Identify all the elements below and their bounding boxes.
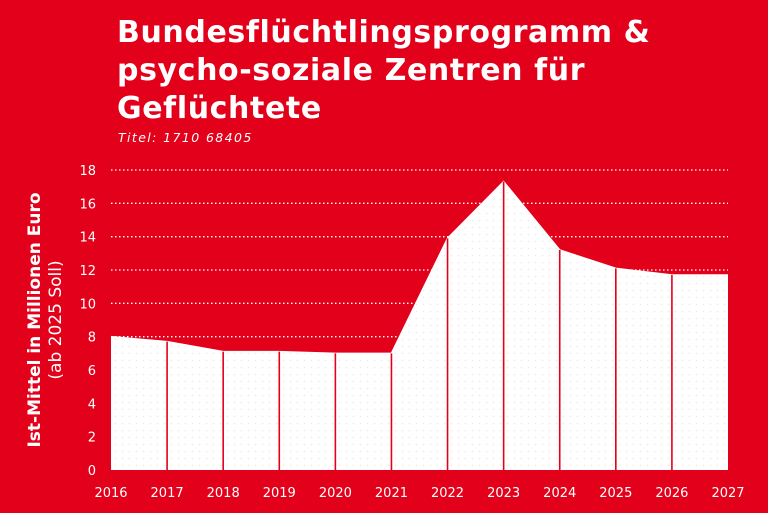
chart-subtitle: Titel: 1710 68405 xyxy=(118,130,253,145)
y-tick-label-16: 16 xyxy=(79,197,96,212)
x-tick-label-2025: 2025 xyxy=(599,486,632,501)
y-tick-label-0: 0 xyxy=(88,464,96,479)
x-tick-label-2021: 2021 xyxy=(375,486,408,501)
y-tick-label-12: 12 xyxy=(79,264,96,279)
x-tick-label-2027: 2027 xyxy=(711,486,744,501)
y-tick-label-6: 6 xyxy=(88,364,96,379)
y-tick-label-18: 18 xyxy=(79,164,96,179)
area-series xyxy=(110,180,728,470)
y-tick-label-14: 14 xyxy=(79,231,96,246)
chart-title: Bundesflüchtlingsprogramm & psycho-sozia… xyxy=(117,15,651,126)
y-tick-labels: 0 2 4 6 8 10 12 14 16 18 xyxy=(79,164,96,479)
x-tick-label-2020: 2020 xyxy=(319,486,352,501)
x-tick-label-2018: 2018 xyxy=(207,486,240,501)
y-tick-label-4: 4 xyxy=(88,397,96,412)
x-tick-labels: 2016 2017 2018 2019 2020 2021 2022 2023 2024 2025… xyxy=(94,486,744,501)
x-tick-label-2017: 2017 xyxy=(151,486,184,501)
y-tick-label-10: 10 xyxy=(79,297,96,312)
series-line xyxy=(110,180,728,355)
x-tick-label-2024: 2024 xyxy=(543,486,576,501)
series-area xyxy=(111,181,728,470)
x-tick-label-2019: 2019 xyxy=(263,486,296,501)
x-tick-label-2023: 2023 xyxy=(487,486,520,501)
x-tick-label-2022: 2022 xyxy=(431,486,464,501)
y-tick-label-8: 8 xyxy=(88,331,96,346)
x-tick-label-2026: 2026 xyxy=(655,486,688,501)
year-dividers xyxy=(166,181,673,470)
y-tick-label-2: 2 xyxy=(88,431,96,446)
x-tick-label-2016: 2016 xyxy=(94,486,127,501)
